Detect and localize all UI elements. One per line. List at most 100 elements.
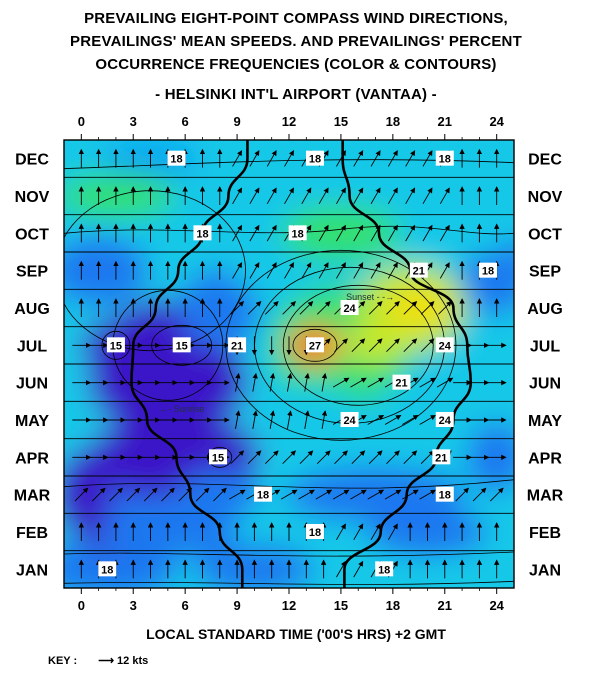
wind-arrow xyxy=(301,262,312,279)
wind-arrow xyxy=(367,415,385,425)
wind-arrow xyxy=(299,450,314,465)
annotation-sunrise: ←- Sunrise xyxy=(159,404,204,414)
wind-arrow xyxy=(367,489,385,500)
wind-arrow xyxy=(74,487,89,502)
wind-arrow xyxy=(298,489,315,500)
annotation-sunset: Sunset - -→ xyxy=(346,292,394,302)
wind-arrow xyxy=(384,415,402,425)
month-label-right: MAY xyxy=(528,413,562,430)
month-label-left: SEP xyxy=(16,264,48,281)
wind-arrow xyxy=(232,224,243,242)
wind-arrow xyxy=(350,489,367,500)
wind-arrow xyxy=(403,450,418,465)
x-tick-label-top: 6 xyxy=(182,114,189,129)
wind-arrow xyxy=(230,300,245,315)
month-label-left: MAY xyxy=(15,413,49,430)
wind-arrow xyxy=(195,487,210,502)
wind-arrow xyxy=(419,377,437,388)
contour-label: 21 xyxy=(231,340,243,352)
wind-arrow xyxy=(282,300,297,315)
wind-arrow xyxy=(439,187,450,205)
contour-label-bg xyxy=(432,449,451,465)
wind-arrow xyxy=(368,338,383,353)
x-tick-label-top: 15 xyxy=(334,114,348,129)
wind-arrow xyxy=(284,150,294,167)
wind-arrow xyxy=(420,338,435,353)
wind-arrow xyxy=(455,487,470,502)
month-label-left: DEC xyxy=(15,152,49,169)
x-tick-label-bottom: 6 xyxy=(182,598,189,613)
contour-label-bg xyxy=(228,337,247,353)
contour-label: 24 xyxy=(439,340,452,352)
wind-arrow xyxy=(252,410,258,429)
wind-arrow xyxy=(386,450,400,465)
wind-arrow xyxy=(318,262,329,279)
wind-arrow xyxy=(252,372,258,392)
contour-label-bg xyxy=(340,300,359,315)
wind-arrow xyxy=(370,187,381,205)
wind-arrow xyxy=(422,150,433,167)
wind-arrow xyxy=(353,560,364,578)
contour-label: 15 xyxy=(110,340,122,352)
contour-label-bg xyxy=(409,262,428,278)
heat-blob xyxy=(64,235,149,306)
wind-arrow xyxy=(143,487,158,502)
wind-arrow xyxy=(422,224,433,242)
wind-arrow xyxy=(387,224,398,242)
contour-label: 15 xyxy=(176,340,188,352)
month-label-right: JAN xyxy=(529,562,561,579)
wind-arrow xyxy=(405,187,416,205)
contour-label-bg xyxy=(288,225,307,241)
wind-arrow xyxy=(353,224,364,242)
contour-label: 18 xyxy=(378,564,390,576)
x-tick-label-top: 18 xyxy=(386,114,400,129)
wind-arrow xyxy=(265,300,279,315)
contour-label: 18 xyxy=(196,228,208,240)
contour-label-bg xyxy=(479,262,498,278)
x-tick-label-top: 3 xyxy=(130,114,137,129)
month-label-right: JUN xyxy=(529,376,561,393)
wind-arrow xyxy=(405,150,416,167)
wind-arrow xyxy=(213,487,227,502)
contour-label: 21 xyxy=(395,378,407,390)
wind-arrow xyxy=(334,338,348,353)
month-label-left: AUG xyxy=(14,301,50,318)
contour-label-bg xyxy=(305,150,324,166)
contour-label: 18 xyxy=(482,266,494,278)
contour-label-bg xyxy=(98,561,117,577)
contour-label-bg xyxy=(435,150,454,166)
wind-arrow xyxy=(336,187,346,205)
month-label-left: OCT xyxy=(15,226,49,243)
wind-arrow xyxy=(282,450,297,465)
contour-label-bg xyxy=(392,374,411,390)
wind-arrow xyxy=(249,262,260,279)
wind-arrow xyxy=(336,523,346,541)
contour-label-bg xyxy=(209,449,228,465)
wind-arrow xyxy=(353,523,364,541)
key-label: KEY : xyxy=(48,655,78,667)
contour-label: 18 xyxy=(292,228,304,240)
key-value: 12 kts xyxy=(117,655,149,667)
x-tick-label-top: 12 xyxy=(282,114,296,129)
contour-line xyxy=(292,328,338,362)
wind-arrow xyxy=(232,150,243,167)
month-label-left: JUL xyxy=(17,338,47,355)
wind-arrow xyxy=(301,187,312,205)
wind-arrow xyxy=(235,372,241,392)
wind-arrow xyxy=(387,523,398,541)
contour-label-bg xyxy=(305,524,324,539)
contour-label-bg xyxy=(167,150,186,166)
wind-arrow xyxy=(232,187,243,205)
wind-arrow xyxy=(350,377,367,388)
month-label-right: DEC xyxy=(528,152,562,169)
contour-label-bg xyxy=(435,337,454,353)
wind-arrow xyxy=(161,487,175,502)
month-label-right: MAR xyxy=(527,488,564,505)
x-tick-label-bottom: 0 xyxy=(78,598,85,613)
wind-arrow xyxy=(419,415,437,425)
month-label-left: MAR xyxy=(14,488,51,505)
wind-arrow xyxy=(422,187,433,205)
wind-arrow xyxy=(403,300,418,315)
wind-arrow xyxy=(266,262,277,279)
